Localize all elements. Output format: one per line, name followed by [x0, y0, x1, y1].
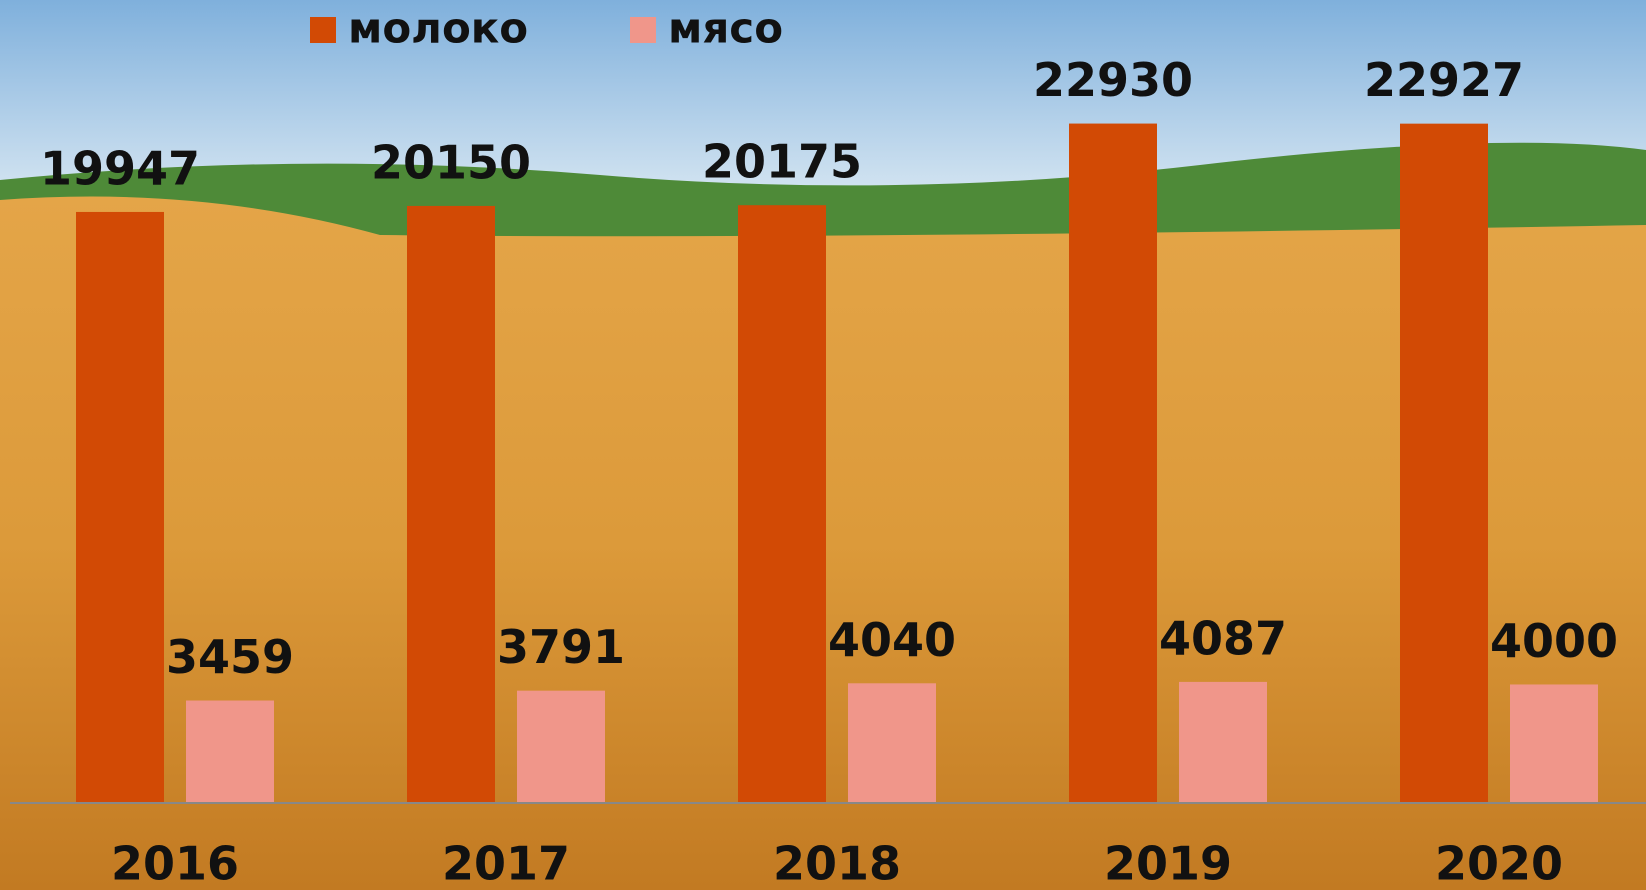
data-label: 4087 [1159, 611, 1287, 665]
data-label: 3459 [166, 630, 294, 684]
bar [1400, 124, 1488, 803]
bar [738, 205, 826, 803]
page: молоко мясо 2016 19947 3459 2017 20150 3791 201… [0, 0, 1646, 890]
data-label: 20175 [702, 135, 862, 189]
legend-label: молоко [348, 4, 528, 53]
legend-label: мясо [668, 4, 783, 53]
data-label: 19947 [40, 141, 200, 195]
data-label: 20150 [371, 135, 531, 189]
chart: молоко мясо 2016 19947 3459 2017 20150 3791 201… [0, 0, 1646, 890]
legend-swatch [630, 17, 656, 43]
bar [76, 212, 164, 803]
bar [848, 683, 936, 803]
x-tick-label: 2019 [1104, 837, 1232, 890]
bar [407, 206, 495, 803]
bar [1069, 124, 1157, 803]
bar [186, 701, 274, 803]
x-tick-label: 2020 [1435, 837, 1563, 890]
legend-swatch [310, 17, 336, 43]
x-tick-label: 2016 [111, 837, 239, 890]
data-label: 3791 [497, 620, 625, 674]
data-label: 22930 [1033, 53, 1193, 107]
bar [1510, 684, 1598, 803]
x-tick-label: 2017 [442, 837, 570, 890]
data-label: 4000 [1490, 614, 1618, 668]
data-label: 4040 [828, 613, 956, 667]
bar [1179, 682, 1267, 803]
x-tick-label: 2018 [773, 837, 901, 890]
bar [517, 691, 605, 803]
data-label: 22927 [1364, 53, 1524, 107]
